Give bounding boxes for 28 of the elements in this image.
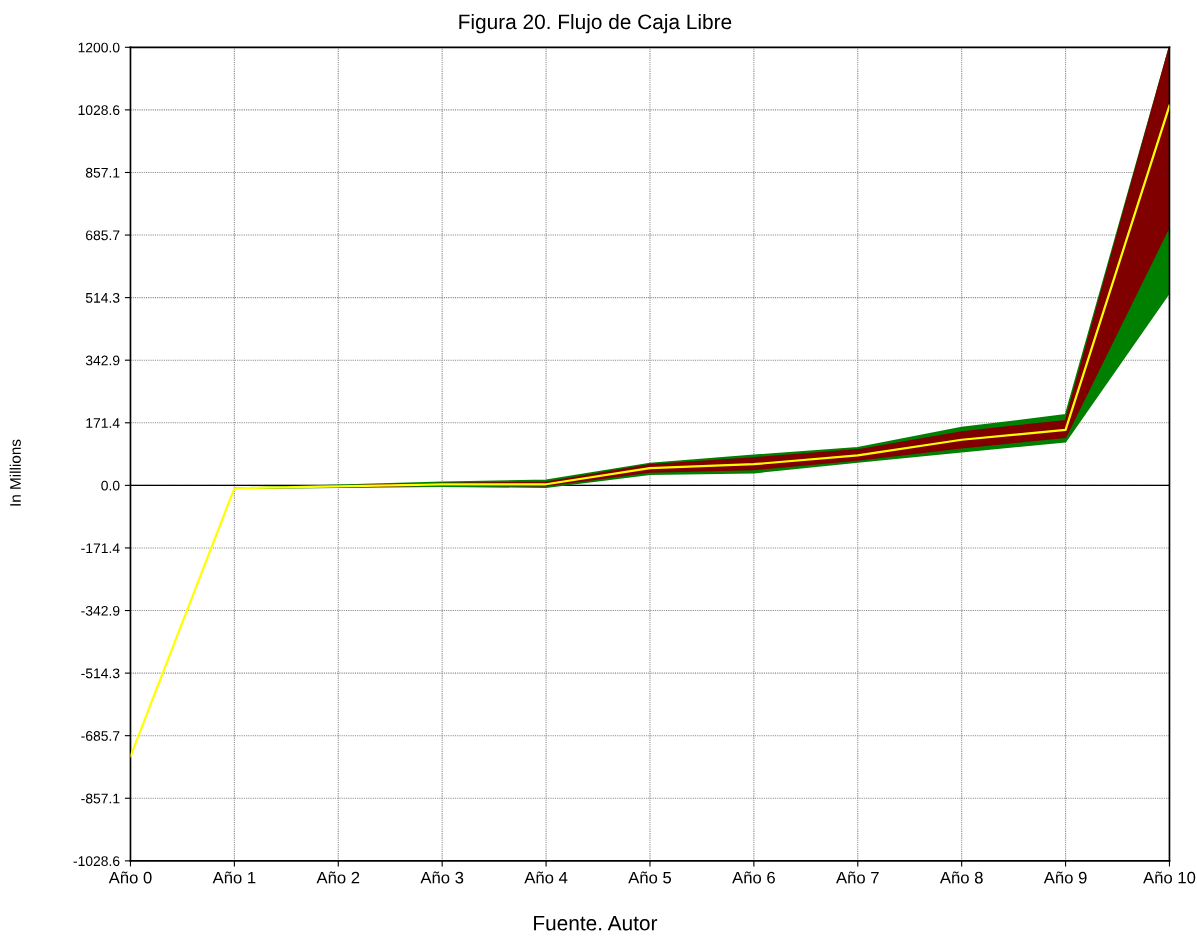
- x-tick-label: Año 5: [628, 871, 672, 884]
- y-tick-label: 857.1: [85, 167, 120, 178]
- y-tick-label: -342.9: [81, 605, 120, 616]
- x-tick-label: Año 8: [939, 871, 983, 884]
- x-tick-label: Año 3: [420, 871, 464, 884]
- y-tick-label: 1028.6: [78, 105, 120, 116]
- y-tick-label: 342.9: [85, 355, 120, 366]
- x-tick-label: Año 7: [836, 871, 879, 884]
- x-tick-label: Año 0: [108, 871, 152, 884]
- x-tick-label: Año 1: [212, 871, 256, 884]
- y-tick-label: 0.0: [101, 480, 120, 491]
- x-tick-label: Año 6: [732, 871, 775, 884]
- y-tick-label: -171.4: [81, 543, 120, 553]
- y-tick-label: -857.1: [81, 793, 120, 804]
- x-tick-label: Año 4: [524, 871, 568, 884]
- y-tick-label: 1200.0: [78, 42, 120, 53]
- source-note: Fuente. Autor: [534, 915, 658, 931]
- y-tick-label: -514.3: [81, 668, 120, 679]
- chart-title: Figura 20. Flujo de Caja Libre: [459, 13, 732, 34]
- y-axis-title: In Millions: [9, 439, 21, 506]
- x-tick-label: Año 10: [1143, 871, 1196, 884]
- x-tick-label: Año 9: [1043, 871, 1087, 884]
- y-tick-label: -1028.6: [73, 856, 120, 867]
- x-tick-label: Año 2: [316, 871, 360, 884]
- y-tick-label: 171.4: [86, 418, 120, 428]
- y-tick-label: -685.7: [81, 731, 120, 741]
- y-tick-label: 685.7: [86, 230, 120, 241]
- y-tick-label: 514.3: [85, 292, 120, 303]
